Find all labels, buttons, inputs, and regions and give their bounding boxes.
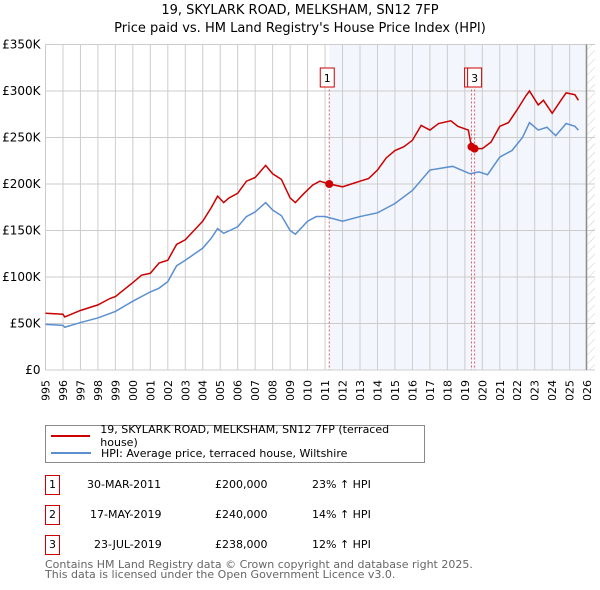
legend: 19, SKYLARK ROAD, MELKSHAM, SN12 7FP (te… [45, 423, 425, 463]
sale-number: 3 [45, 535, 60, 555]
x-tick-label: 2008 [267, 380, 280, 400]
x-tick-label: 1997 [74, 380, 87, 400]
sale-label: 1 [324, 72, 331, 85]
x-tick-label: 2017 [424, 380, 437, 400]
legend-label: HPI: Average price, terraced house, Wilt… [101, 446, 348, 460]
x-tick-label: 2025 [564, 380, 577, 400]
y-tick-label: £100K [2, 270, 42, 284]
x-tick-label: 2019 [459, 380, 472, 400]
x-tick-label: 2000 [127, 380, 140, 400]
sale-number: 1 [45, 475, 60, 495]
sale-point [325, 180, 334, 188]
sale-price: £240,000 [215, 508, 268, 521]
x-tick-label: 2021 [494, 380, 507, 400]
y-tick-label: £50K [10, 317, 42, 331]
footer-line: Contains HM Land Registry data © Crown c… [45, 558, 473, 571]
legend-item-property: 19, SKYLARK ROAD, MELKSHAM, SN12 7FP (te… [46, 423, 424, 449]
sale-label-box [319, 67, 335, 88]
footer: Contains HM Land Registry data © Crown c… [45, 558, 473, 581]
sale-price: £238,000 [215, 538, 268, 551]
x-tick-label: 2002 [162, 380, 175, 400]
x-tick-label: 1996 [57, 380, 70, 400]
sale-row: 3 23-JUL-2019 £238,000 12% ↑ HPI [45, 535, 445, 555]
sale-price: £200,000 [215, 478, 268, 491]
x-tick-label: 2007 [249, 380, 262, 400]
x-tick-label: 2009 [284, 380, 297, 400]
chart-title: 19, SKYLARK ROAD, MELKSHAM, SN12 7FP [161, 3, 439, 18]
sale-label-box [467, 67, 483, 88]
y-tick-label: £150K [2, 224, 42, 238]
x-tick-label: 2014 [371, 380, 384, 400]
sale-label: 3 [471, 72, 478, 85]
x-tick-label: 2006 [232, 380, 245, 400]
sale-date: 30-MAR-2011 [87, 478, 162, 491]
x-tick-label: 2026 [581, 380, 594, 400]
price-chart: 1995 1996 1997 1998 1999 2000 2001 2002 2003 2004… [2, 38, 595, 400]
x-tick-label: 2015 [389, 380, 402, 400]
chart-subtitle: Price paid vs. HM Land Registry's House … [114, 21, 486, 36]
y-tick-label: £0 [25, 363, 40, 377]
x-tick-label: 1999 [109, 380, 122, 400]
x-tick-label: 2020 [476, 380, 489, 400]
future-hatch [586, 44, 595, 370]
legend-swatch-blue [51, 452, 91, 454]
sale-hpi: 23% ↑ HPI [312, 478, 371, 491]
x-tick-label: 2012 [337, 380, 350, 400]
x-tick-label: 2018 [441, 380, 454, 400]
x-tick-label: 1995 [40, 380, 53, 400]
series-line [45, 121, 579, 329]
sale-point [470, 144, 479, 153]
x-tick-label: 2024 [546, 380, 559, 400]
legend-swatch-red [51, 435, 91, 437]
x-tick-label: 2010 [302, 380, 315, 400]
sale-hpi: 12% ↑ HPI [312, 538, 371, 551]
sale-row: 2 17-MAY-2019 £240,000 14% ↑ HPI [45, 505, 445, 525]
x-tick-label: 2004 [197, 380, 210, 400]
y-tick-label: £300K [2, 84, 42, 98]
shaded-region [329, 44, 587, 370]
x-tick-label: 2001 [144, 380, 157, 400]
x-tick-label: 2013 [354, 380, 367, 400]
x-tick-label: 2005 [214, 380, 227, 400]
x-tick-label: 2003 [179, 380, 192, 400]
sale-hpi: 14% ↑ HPI [312, 508, 371, 521]
x-tick-label: 1998 [92, 380, 105, 400]
sale-row: 1 30-MAR-2011 £200,000 23% ↑ HPI [45, 475, 445, 495]
y-tick-label: £350K [2, 38, 42, 52]
x-tick-label: 2022 [511, 380, 524, 400]
sale-number: 2 [45, 505, 60, 525]
y-tick-label: £250K [2, 131, 42, 145]
x-tick-label: 2016 [406, 380, 419, 400]
footer-line: This data is licensed under the Open Gov… [45, 568, 396, 581]
sale-date: 17-MAY-2019 [90, 508, 162, 521]
legend-label: 19, SKYLARK ROAD, MELKSHAM, SN12 7FP (te… [100, 423, 390, 449]
x-tick-label: 2011 [319, 380, 332, 400]
y-tick-label: £200K [2, 177, 42, 191]
x-tick-label: 2023 [529, 380, 542, 400]
legend-item-hpi: HPI: Average price, terraced house, Wilt… [46, 445, 347, 461]
sale-date: 23-JUL-2019 [94, 538, 162, 551]
